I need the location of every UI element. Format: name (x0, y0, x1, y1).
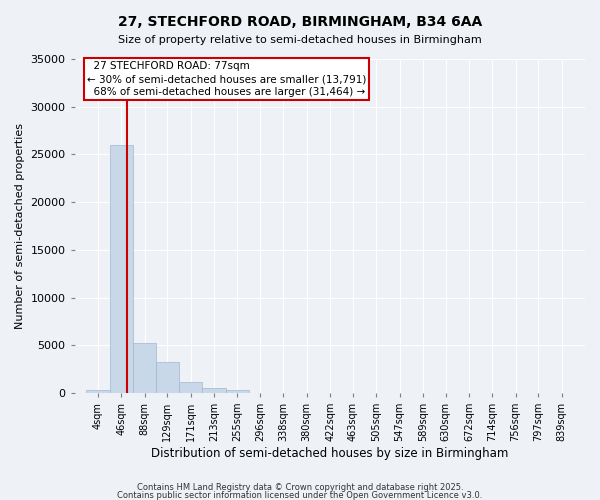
Text: 27 STECHFORD ROAD: 77sqm
← 30% of semi-detached houses are smaller (13,791)
  68: 27 STECHFORD ROAD: 77sqm ← 30% of semi-d… (87, 61, 366, 98)
X-axis label: Distribution of semi-detached houses by size in Birmingham: Distribution of semi-detached houses by … (151, 447, 509, 460)
Bar (226, 390, 249, 393)
Bar (156, 362, 179, 393)
Bar (110, 145, 133, 393)
Y-axis label: Number of semi-detached properties: Number of semi-detached properties (15, 123, 25, 329)
Text: Contains HM Land Registry data © Crown copyright and database right 2025.: Contains HM Land Registry data © Crown c… (137, 483, 463, 492)
Bar (202, 388, 226, 393)
Bar (86, 390, 110, 393)
Bar (133, 344, 157, 393)
Bar (179, 382, 202, 393)
Text: 27, STECHFORD ROAD, BIRMINGHAM, B34 6AA: 27, STECHFORD ROAD, BIRMINGHAM, B34 6AA (118, 15, 482, 29)
Text: Contains public sector information licensed under the Open Government Licence v3: Contains public sector information licen… (118, 490, 482, 500)
Text: Size of property relative to semi-detached houses in Birmingham: Size of property relative to semi-detach… (118, 35, 482, 45)
